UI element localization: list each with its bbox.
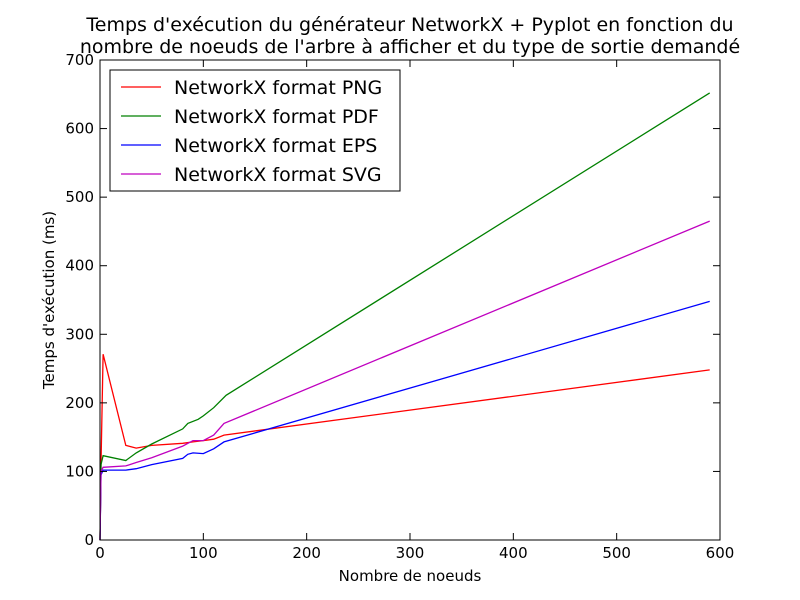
y-tick-label: 400: [65, 257, 94, 275]
legend-label-1: NetworkX format PDF: [174, 106, 379, 128]
legend-label-2: NetworkX format EPS: [174, 135, 377, 157]
x-tick-label: 200: [292, 544, 321, 562]
x-tick-label: 300: [396, 544, 425, 562]
y-tick-label: 300: [65, 325, 94, 343]
x-tick-label: 600: [706, 544, 735, 562]
y-tick-label: 0: [84, 531, 94, 549]
ticks-layer: 0 100 200 300 400 500 600 0 100 200 300 400 500 600 70…: [65, 51, 734, 562]
series-line-0: [99, 354, 710, 541]
y-tick-label: 200: [65, 394, 94, 412]
y-tick-label: 100: [65, 462, 94, 480]
x-tick-label: 100: [189, 544, 218, 562]
series-layer: [99, 92, 711, 541]
x-tick-label: 500: [602, 544, 631, 562]
x-tick-label: 0: [95, 544, 105, 562]
chart-title-line1: Temps d'exécution du générateur NetworkX…: [85, 14, 733, 36]
series-line-1: [99, 92, 711, 541]
x-tick-label: 400: [499, 544, 528, 562]
series-line-2: [99, 300, 710, 541]
chart-title-line2: nombre de noeuds de l'arbre à afficher e…: [80, 36, 740, 58]
legend-label-3: NetworkX format SVG: [174, 164, 382, 186]
y-tick-label: 500: [65, 188, 94, 206]
x-axis-label: Nombre de noeuds: [339, 567, 482, 585]
y-axis-label: Temps d'exécution (ms): [40, 211, 58, 390]
legend-label-0: NetworkX format PNG: [174, 77, 382, 99]
y-tick-label: 600: [65, 120, 94, 138]
y-tick-label: 700: [65, 51, 94, 69]
legend-frame: [109, 69, 401, 192]
series-line-3: [99, 220, 710, 541]
legend: NetworkX format PNG NetworkX format PDF Ne…: [109, 69, 401, 192]
